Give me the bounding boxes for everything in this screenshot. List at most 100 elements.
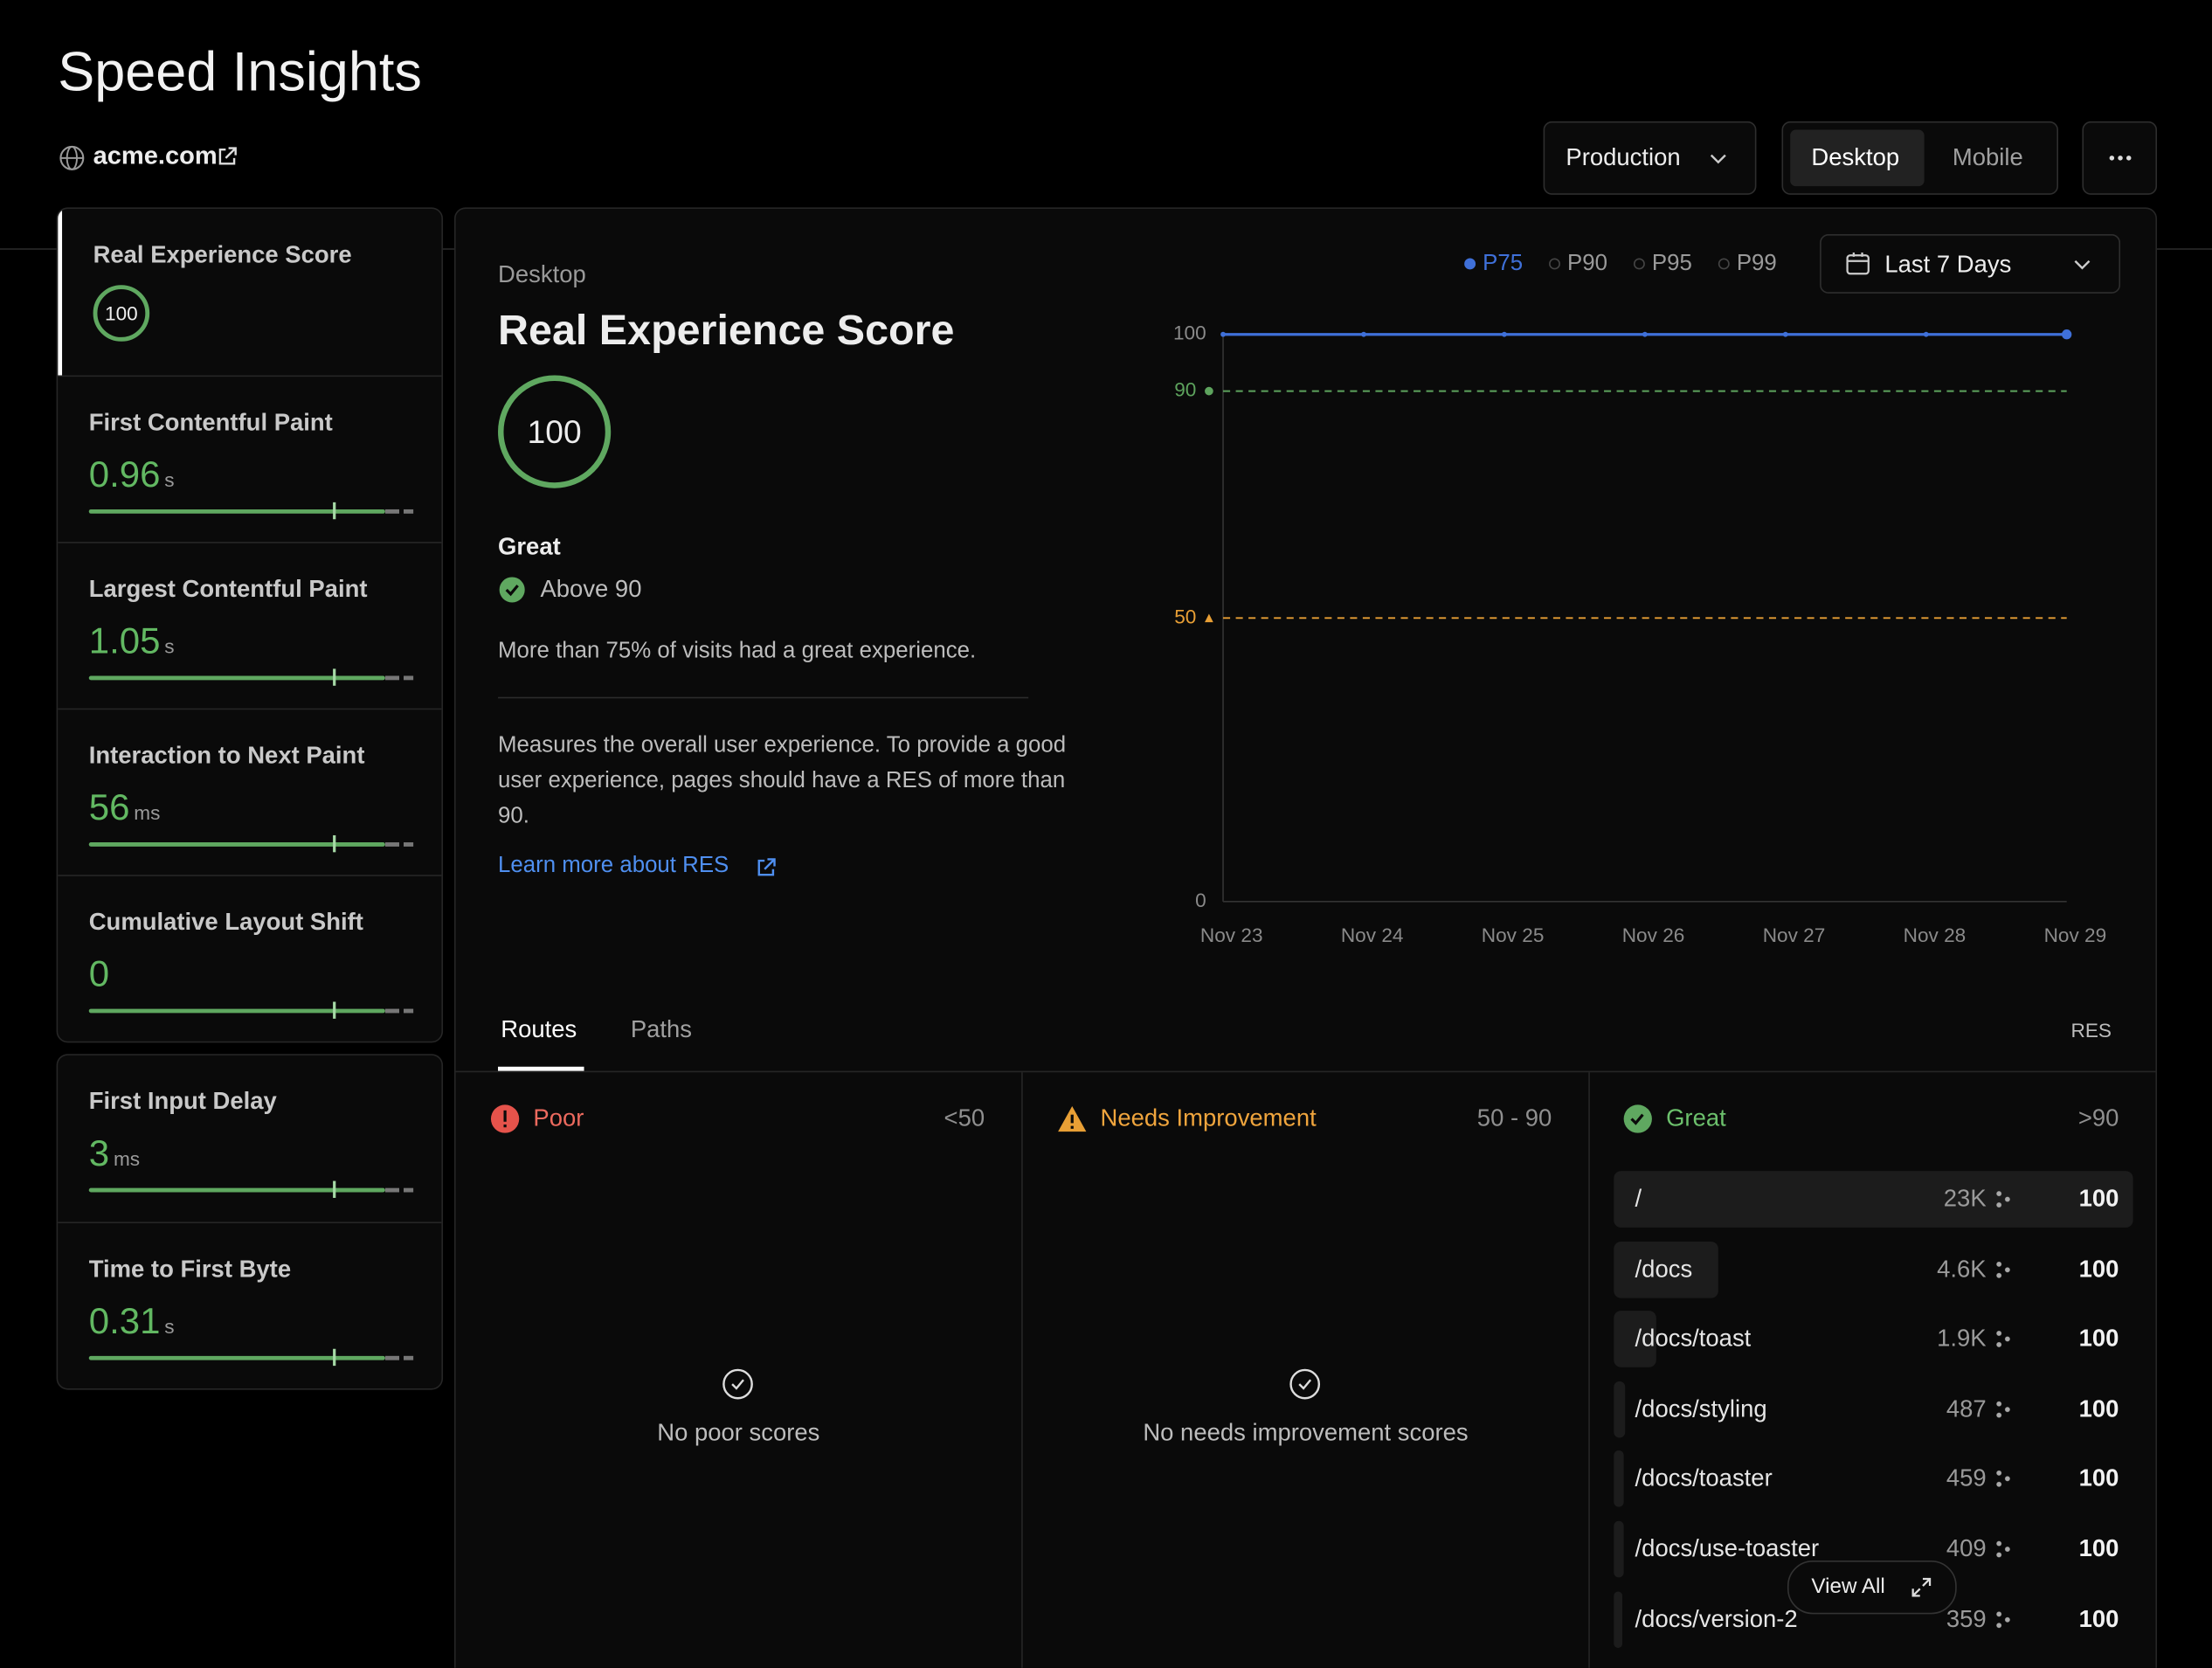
visits-bar	[1614, 1381, 1625, 1438]
route[interactable]: /docs/use-toaster	[1635, 1535, 1820, 1563]
metric-name: Cumulative Layout Shift	[89, 909, 363, 937]
x-tick-label: Nov 27	[1763, 924, 1826, 946]
column-divider	[1021, 1072, 1023, 1667]
visits: 487	[1877, 1395, 1987, 1423]
metric-name: Real Experience Score	[93, 241, 352, 269]
metric-value: 3ms	[89, 1132, 140, 1175]
score: 100	[2031, 1395, 2119, 1423]
metric-bar-tail	[385, 1009, 413, 1014]
visits-icon	[1996, 1471, 2010, 1487]
metric-item[interactable]: First Contentful Paint0.96s	[58, 376, 441, 543]
metric-name: Time to First Byte	[89, 1256, 291, 1284]
visits-bar	[1614, 1521, 1623, 1578]
metric-bar-tail	[385, 1188, 413, 1193]
route[interactable]: /docs	[1635, 1256, 1693, 1284]
metric-unit: ms	[134, 801, 160, 824]
divider	[456, 1071, 2156, 1073]
metric-bar-tail	[385, 842, 413, 847]
error-icon	[489, 1104, 521, 1135]
visits-bar	[1614, 1451, 1624, 1508]
metric-value: 0.31s	[89, 1299, 175, 1343]
metric-item[interactable]: Interaction to Next Paint56ms	[58, 709, 441, 876]
x-tick-label: Nov 25	[1482, 924, 1545, 946]
y-tick-label: 0	[1195, 889, 1206, 911]
metric-bar-tail	[385, 675, 413, 680]
metric-unit: s	[164, 1315, 174, 1338]
data-point	[1220, 332, 1226, 337]
route[interactable]: /docs/toast	[1635, 1325, 1752, 1353]
threshold-label: 90	[1174, 379, 1196, 401]
route[interactable]: /docs/version-2	[1635, 1605, 1798, 1633]
visits-icon	[1996, 1610, 2010, 1627]
score: 100	[2031, 1605, 2119, 1633]
legend-label: P99	[1737, 251, 1777, 275]
score: 100	[2031, 1256, 2119, 1284]
visits: 459	[1877, 1465, 1987, 1493]
visits: 1.9K	[1877, 1325, 1987, 1353]
warning-icon	[1056, 1104, 1088, 1135]
visits-icon	[1996, 1191, 2010, 1208]
metric-unit: ms	[114, 1147, 140, 1170]
visits: 359	[1877, 1605, 1987, 1633]
legend-label: P90	[1567, 251, 1607, 275]
legend-marker	[1719, 259, 1729, 268]
x-tick-label: Nov 28	[1904, 924, 1967, 946]
metric-name: First Input Delay	[89, 1088, 277, 1116]
metric-label: RES	[2071, 1019, 2112, 1042]
visits-icon	[1996, 1261, 2010, 1277]
metric-bar	[89, 1188, 385, 1193]
visits-icon	[1996, 1540, 2010, 1557]
metric-bar	[89, 509, 385, 514]
metric-tick	[333, 502, 335, 519]
legend-marker	[1464, 259, 1476, 270]
metric-tick	[333, 1349, 335, 1366]
column-title: Needs Improvement	[1101, 1104, 1317, 1132]
x-tick-label: Nov 26	[1622, 924, 1685, 946]
metric-item[interactable]: First Input Delay 3ms	[58, 1055, 441, 1222]
score: 100	[2031, 1535, 2119, 1563]
metric-item[interactable]: Largest Contentful Paint1.05s	[58, 542, 441, 709]
metric-unit: s	[164, 635, 174, 658]
y-tick-label: 100	[1173, 322, 1206, 344]
check-icon	[722, 1368, 754, 1400]
metric-tick	[333, 1002, 335, 1019]
metric-value: 0	[89, 952, 109, 996]
visits-icon	[1996, 1331, 2010, 1347]
metric-bar-tail	[385, 509, 413, 514]
metric-tick	[333, 668, 335, 685]
legend-label: P95	[1652, 251, 1692, 275]
score: 100	[2031, 1465, 2119, 1493]
metric-ring: 100	[93, 285, 150, 342]
view-all: View All	[1811, 1575, 1884, 1598]
metric-item[interactable]: Time to First Byte 0.31s	[58, 1222, 441, 1389]
tab[interactable]: Paths	[631, 1016, 692, 1044]
data-point	[1642, 332, 1648, 337]
route[interactable]: /docs/toaster	[1635, 1465, 1773, 1493]
data-point	[1502, 332, 1507, 337]
check-icon	[1289, 1368, 1321, 1400]
column-range: <50	[847, 1104, 985, 1132]
empty-state: No poor scores	[456, 1419, 1022, 1447]
metric-value: 0.96s	[89, 453, 175, 496]
metric-bar	[89, 842, 385, 847]
x-tick-label: Nov 23	[1200, 924, 1263, 946]
column-title: Poor	[533, 1104, 584, 1132]
data-point	[1361, 332, 1366, 337]
threshold-marker	[1205, 613, 1213, 622]
visits-bar	[1614, 1591, 1621, 1648]
route[interactable]: /docs/styling	[1635, 1395, 1767, 1423]
tab-active[interactable]: Routes	[501, 1016, 577, 1044]
visits: 4.6K	[1877, 1256, 1987, 1284]
tab-underline	[498, 1067, 584, 1071]
metric-unit: s	[164, 468, 174, 491]
empty-state: No needs improvement scores	[1023, 1419, 1589, 1447]
route[interactable]: /	[1635, 1185, 1642, 1213]
score: 100	[2031, 1325, 2119, 1353]
metric-item[interactable]: Real Experience Score 100	[58, 209, 441, 376]
column-title: Great	[1666, 1104, 1726, 1132]
metric-value: 56ms	[89, 786, 161, 829]
metric-bar	[89, 1009, 385, 1014]
metric-item[interactable]: Cumulative Layout Shift 0	[58, 875, 441, 1042]
